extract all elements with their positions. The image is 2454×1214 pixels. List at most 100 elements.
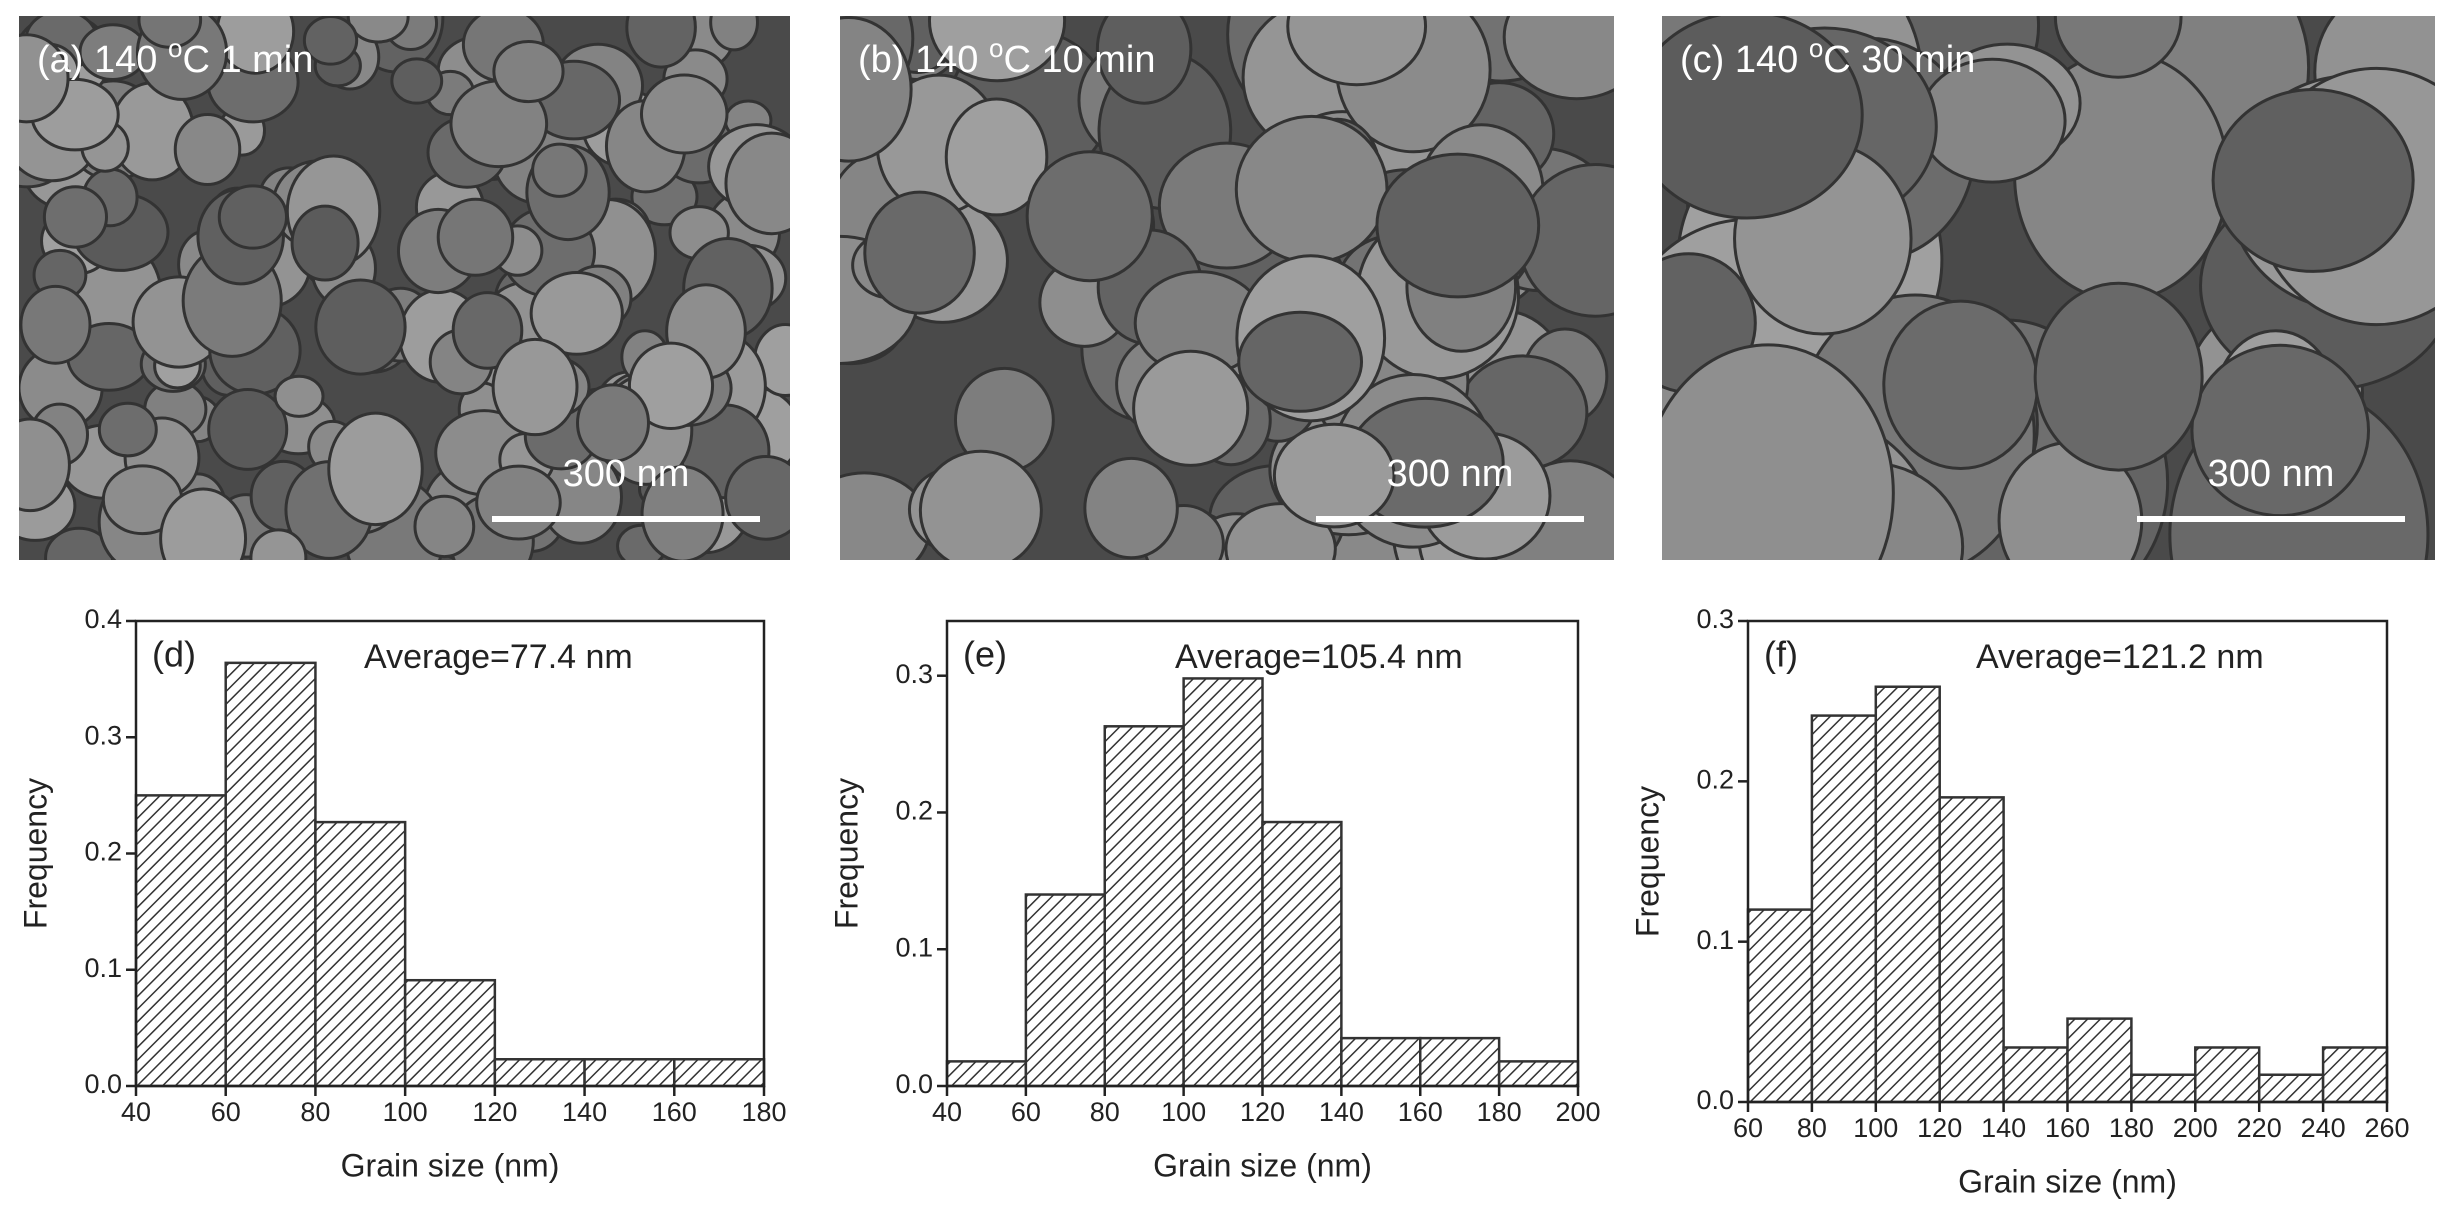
grain <box>1286 16 1428 87</box>
bar <box>314 820 407 1088</box>
label-suffix: C 30 min <box>1823 39 1975 81</box>
bar <box>1746 908 1814 1104</box>
grain <box>290 204 360 282</box>
bar <box>2321 1046 2389 1104</box>
label-sup: o <box>168 33 182 63</box>
x-tick-label: 180 <box>1477 1097 1522 1127</box>
scale-bar-label: 300 nm <box>563 453 690 495</box>
annotation: Average=121.2 nm <box>1976 638 2264 676</box>
label-text: (c) 140 <box>1680 39 1809 81</box>
y-axis-label: Frequency <box>17 778 53 929</box>
x-tick-label: 180 <box>741 1097 786 1127</box>
grain <box>217 184 289 250</box>
grain <box>19 284 92 365</box>
grain <box>2211 87 2415 273</box>
x-tick-label: 100 <box>1853 1113 1898 1143</box>
x-tick-label: 260 <box>2364 1113 2409 1143</box>
panel-label: (d) <box>152 634 196 675</box>
sem-image: (c) 140 oC 30 min 300 nm <box>1662 16 2435 560</box>
grain <box>491 337 579 437</box>
grain <box>927 16 1067 83</box>
x-tick-label: 60 <box>1011 1097 1041 1127</box>
grain <box>1517 163 1614 318</box>
grain <box>249 528 308 560</box>
x-tick-label: 40 <box>121 1097 151 1127</box>
x-tick-label: 120 <box>1240 1097 1285 1127</box>
image-label: (c) 140 oC 30 min <box>1680 33 1975 81</box>
bar <box>1261 820 1343 1088</box>
bar <box>2194 1046 2261 1104</box>
grain <box>1025 150 1154 283</box>
grain <box>863 190 976 315</box>
y-tick-label: 0.0 <box>895 1069 933 1099</box>
bar <box>1419 1036 1501 1088</box>
x-tick-label: 140 <box>1319 1097 1364 1127</box>
grain <box>1662 343 1895 560</box>
y-tick-label: 0.2 <box>1696 764 1734 794</box>
grains <box>1662 16 2435 560</box>
grain <box>944 97 1049 217</box>
x-tick-label: 60 <box>1733 1113 1763 1143</box>
grain <box>159 487 248 560</box>
grain <box>346 16 410 44</box>
grains <box>840 16 1614 560</box>
bar <box>1103 725 1185 1088</box>
bar <box>1938 796 2005 1104</box>
bar <box>945 1060 1028 1088</box>
x-tick-label: 200 <box>1555 1097 1600 1127</box>
grain <box>19 33 70 124</box>
x-tick-label: 180 <box>2109 1113 2154 1143</box>
grain <box>627 341 715 430</box>
grain <box>451 291 524 370</box>
bar <box>2002 1046 2069 1104</box>
grain <box>173 112 242 187</box>
bar <box>1497 1060 1580 1088</box>
image-label: (a) 140 oC 1 min <box>37 33 313 81</box>
grain <box>1662 16 1864 220</box>
y-tick-label: 0.0 <box>1696 1085 1734 1115</box>
grain <box>1375 152 1541 299</box>
grain <box>314 278 407 376</box>
image-label: (b) 140 oC 10 min <box>858 33 1156 81</box>
x-axis-label: Grain size (nm) <box>1153 1147 1372 1183</box>
grain <box>529 271 624 356</box>
bar <box>673 1058 766 1088</box>
grain <box>413 494 476 559</box>
grains <box>19 16 790 560</box>
grain <box>1083 456 1179 560</box>
grain <box>42 185 109 249</box>
grain <box>273 374 325 418</box>
grain <box>390 57 444 105</box>
grain <box>1095 16 1193 105</box>
histogram-panel: 40 60 80 100 120 140 160 180 200 0.0 0.1 0.2 0.3 Grai… <box>828 619 1601 1183</box>
grain <box>724 131 790 236</box>
x-tick-label: 160 <box>2045 1113 2090 1143</box>
grain <box>475 464 562 541</box>
grain <box>302 16 359 66</box>
grain <box>19 417 71 513</box>
bar <box>1340 1036 1422 1088</box>
label-suffix: C 10 min <box>1003 39 1155 81</box>
grain <box>2190 343 2371 518</box>
x-tick-label: 240 <box>2301 1113 2346 1143</box>
scale-bar-label: 300 nm <box>2208 453 2335 495</box>
grain <box>2033 281 2204 472</box>
y-axis-label: Frequency <box>1629 786 1665 937</box>
bar <box>134 794 227 1088</box>
annotation: Average=77.4 nm <box>364 638 633 676</box>
grain <box>576 383 650 463</box>
y-tick-label: 0.3 <box>84 720 122 750</box>
grain <box>97 401 158 458</box>
bar <box>224 661 317 1088</box>
grain <box>918 449 1043 560</box>
grain <box>1132 349 1250 467</box>
grain <box>840 471 932 560</box>
grain <box>709 16 759 52</box>
bar <box>403 978 497 1088</box>
grain <box>327 411 424 527</box>
x-tick-label: 120 <box>472 1097 517 1127</box>
x-tick-label: 80 <box>1797 1113 1827 1143</box>
grain <box>2053 16 2183 79</box>
